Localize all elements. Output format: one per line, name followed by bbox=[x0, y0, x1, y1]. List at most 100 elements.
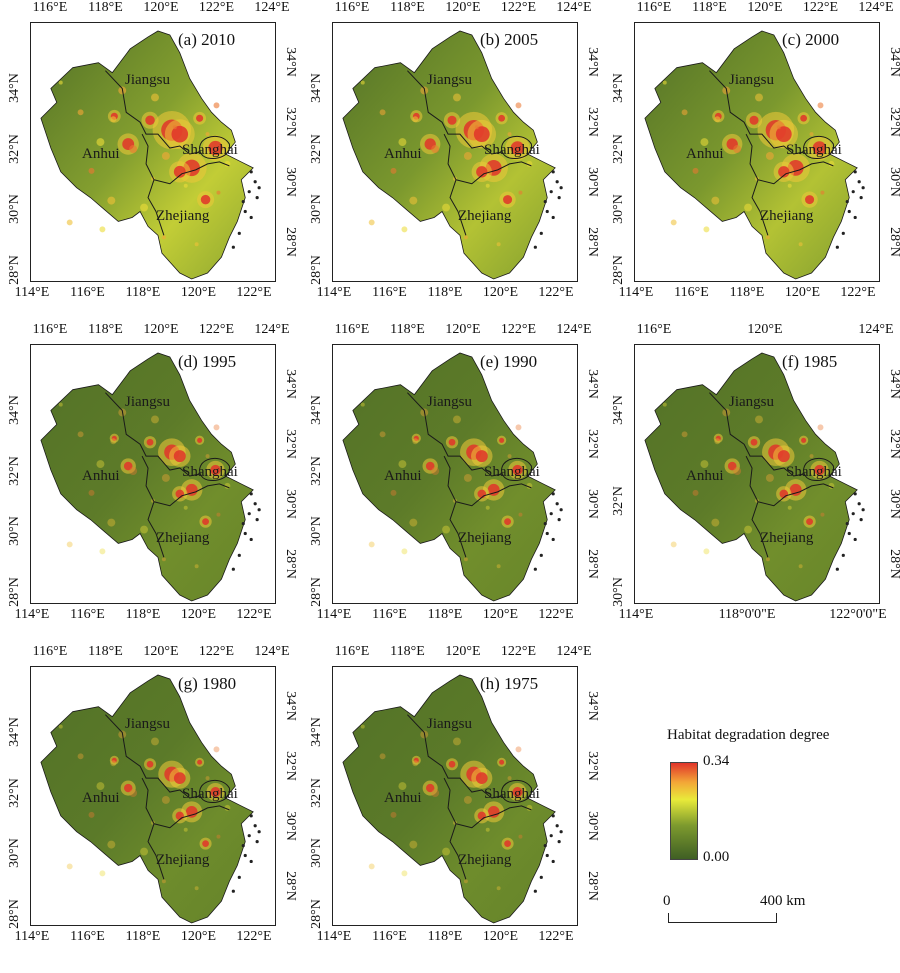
panel-title: (a) 2010 bbox=[178, 30, 236, 49]
top-tick-label: 118°E bbox=[390, 644, 425, 659]
top-tick-label: 118°E bbox=[88, 322, 123, 337]
island bbox=[241, 844, 245, 848]
degradation-patch bbox=[474, 769, 479, 774]
degradation-patch bbox=[194, 242, 199, 247]
hotspot bbox=[473, 126, 490, 143]
degradation-patch bbox=[140, 203, 149, 212]
province-label-jiangsu: Jiangsu bbox=[427, 394, 472, 410]
province-label-zhejiang: Zhejiang bbox=[156, 208, 210, 224]
top-tick-label: 122°E bbox=[802, 0, 839, 15]
legend-max: 0.34 bbox=[703, 753, 730, 769]
island bbox=[549, 190, 553, 194]
bottom-tick-label: 120°E bbox=[482, 929, 519, 944]
map-panel-c: (c) 2000 Jiangsu Shanghai Anhui Zhejiang 116°… bbox=[604, 0, 900, 320]
degradation-patch bbox=[88, 167, 95, 174]
island bbox=[557, 196, 561, 200]
province-label-jiangsu: Jiangsu bbox=[125, 72, 170, 88]
degradation-patch bbox=[172, 447, 177, 452]
degradation-patch bbox=[96, 460, 105, 469]
right-tick-label: 30°N bbox=[887, 489, 900, 519]
map-frame bbox=[634, 344, 880, 604]
map-panel-d: (d) 1995 Jiangsu Shanghai Anhui Zhejiang 116°… bbox=[0, 322, 300, 642]
island bbox=[857, 180, 861, 184]
island bbox=[543, 200, 547, 204]
bottom-tick-label: 122°E bbox=[538, 929, 574, 944]
island bbox=[847, 531, 851, 536]
degradation-patch bbox=[77, 753, 84, 760]
degradation-patch bbox=[99, 548, 106, 555]
island bbox=[859, 518, 863, 522]
degradation-patch bbox=[820, 190, 825, 195]
left-tick-label: 30°N bbox=[7, 194, 22, 225]
degradation-patch bbox=[474, 447, 479, 452]
degradation-patch bbox=[161, 557, 166, 562]
degradation-patch bbox=[161, 796, 170, 804]
degradation-patch bbox=[172, 769, 177, 774]
island bbox=[845, 522, 849, 526]
left-tick-label: 30°N bbox=[309, 516, 324, 547]
hotspot bbox=[447, 115, 457, 125]
degradation-patch bbox=[507, 776, 512, 781]
right-tick-label: 34°N bbox=[887, 369, 900, 399]
bottom-tick-label: 122°E bbox=[236, 285, 272, 300]
hotspot bbox=[498, 114, 506, 122]
top-tick-label: 124°E bbox=[254, 322, 290, 337]
province-label-anhui: Anhui bbox=[82, 146, 120, 162]
degradation-patch bbox=[453, 415, 461, 424]
island bbox=[543, 844, 547, 848]
bottom-tick-label: 114°E bbox=[14, 929, 50, 944]
hotspot bbox=[749, 115, 759, 125]
bottom-tick-label: 118°E bbox=[125, 285, 161, 300]
island bbox=[249, 814, 253, 818]
degradation-patch bbox=[390, 811, 397, 818]
island bbox=[559, 508, 563, 512]
hotspot bbox=[413, 757, 419, 763]
degradation-patch bbox=[798, 242, 803, 247]
island bbox=[851, 190, 855, 194]
degradation-patch bbox=[714, 116, 721, 123]
degradation-patch bbox=[744, 203, 753, 212]
province-label-jiangsu: Jiangsu bbox=[729, 394, 774, 410]
bottom-tick-label: 114°E bbox=[618, 285, 654, 300]
degradation-patch bbox=[390, 167, 397, 174]
degradation-patch bbox=[809, 132, 814, 137]
bottom-tick-label: 122°E bbox=[538, 285, 574, 300]
left-tick-label: 34°N bbox=[309, 717, 324, 747]
top-tick-label: 116°E bbox=[334, 644, 370, 659]
hotspot bbox=[425, 461, 435, 471]
degradation-patch bbox=[692, 167, 699, 174]
degradation-patch bbox=[776, 447, 781, 452]
top-tick-label: 122°E bbox=[198, 322, 235, 337]
island bbox=[539, 231, 543, 235]
hotspot bbox=[111, 435, 117, 441]
hotspot bbox=[448, 760, 456, 768]
scale-start-label: 0 bbox=[663, 893, 671, 909]
right-tick-label: 28°N bbox=[283, 549, 298, 579]
map-graphic bbox=[342, 352, 563, 602]
degradation-patch bbox=[379, 753, 386, 760]
right-tick-label: 34°N bbox=[283, 369, 298, 399]
map-graphic bbox=[40, 30, 261, 280]
hotspot bbox=[202, 518, 209, 526]
degradation-patch bbox=[474, 125, 479, 130]
degradation-patch bbox=[194, 886, 199, 891]
degradation-patch bbox=[820, 512, 825, 517]
hotspot bbox=[200, 194, 211, 205]
degradation-patch bbox=[755, 93, 763, 102]
top-tick-label: 122°E bbox=[198, 0, 235, 15]
right-tick-label: 32°N bbox=[283, 107, 298, 137]
right-tick-label: 28°N bbox=[283, 871, 298, 901]
island bbox=[247, 834, 251, 838]
province-label-anhui: Anhui bbox=[384, 468, 422, 484]
bottom-tick-label: 114°E bbox=[618, 607, 654, 622]
right-tick-label: 30°N bbox=[283, 489, 298, 519]
left-tick-label: 32°N bbox=[611, 133, 626, 164]
degradation-patch bbox=[129, 145, 138, 153]
legend-color-ramp bbox=[670, 762, 698, 860]
bottom-tick-label: 116°E bbox=[372, 607, 407, 622]
degradation-patch bbox=[99, 226, 106, 233]
top-tick-label: 124°E bbox=[556, 322, 592, 337]
degradation-patch bbox=[787, 505, 792, 510]
island bbox=[841, 231, 845, 235]
island bbox=[853, 170, 857, 174]
